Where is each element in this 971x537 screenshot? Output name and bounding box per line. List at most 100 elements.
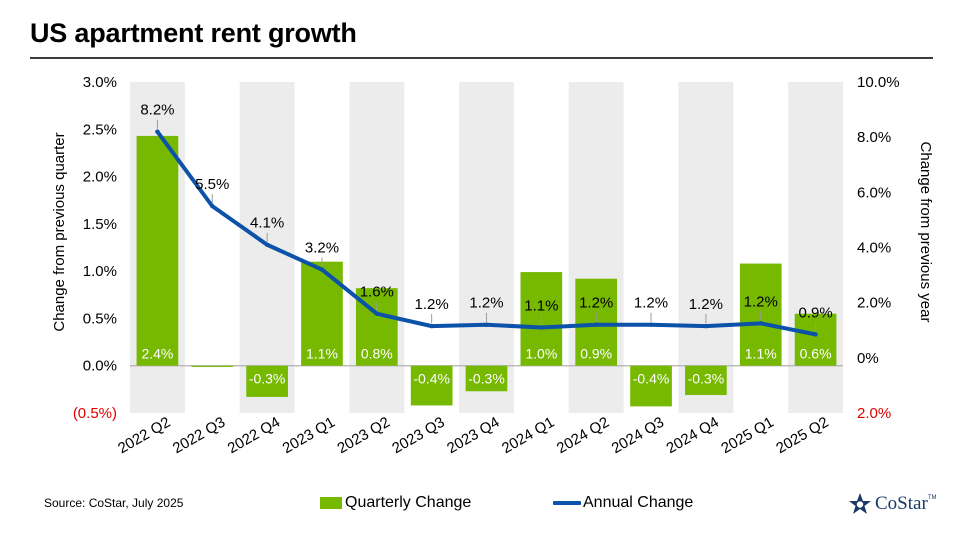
annual-value-label: 3.2% — [305, 240, 339, 257]
annual-value-label: 1.2% — [469, 295, 503, 312]
right-tick-label: 0% — [857, 350, 879, 367]
bar-value-label: -0.3% — [249, 371, 286, 387]
left-tick-label: 2.0% — [83, 169, 117, 186]
annual-value-label: 1.2% — [415, 296, 449, 313]
bar-value-label: 1.1% — [306, 346, 338, 362]
source-note: Source: CoStar, July 2025 — [44, 496, 184, 510]
x-category-label: 2024 Q1 — [499, 414, 557, 457]
bar-value-label: 0.9% — [580, 346, 612, 362]
quarterly-bars — [136, 135, 837, 407]
left-tick-label: 2.5% — [83, 121, 117, 138]
annual-point — [484, 322, 489, 327]
category-band — [239, 82, 295, 413]
annual-value-label: 1.2% — [689, 296, 723, 313]
left-tick-label: (0.5%) — [73, 405, 117, 422]
bar-value-label: -0.3% — [688, 371, 725, 387]
bar-value-label: 0.6% — [800, 346, 832, 362]
bar-value-label: 1.1% — [745, 346, 777, 362]
annual-point — [429, 323, 434, 329]
bar-value-label: -0.4% — [413, 371, 450, 387]
annual-value-label: 1.2% — [634, 295, 668, 312]
legend-line-swatch — [553, 501, 581, 505]
bar-value-label: 0.8% — [361, 346, 393, 362]
bar-value-labels: 2.4% -0.3% 1.1% 0.8% -0.4% -0.3% 1.0% 0.9% -0.4%… — [141, 346, 831, 387]
logo-text: CoStar — [875, 493, 928, 514]
x-category-label: 2023 Q4 — [444, 414, 502, 457]
x-category-label: 2023 Q1 — [280, 414, 338, 457]
annual-point — [155, 129, 160, 134]
quarterly-bar — [630, 365, 672, 407]
left-tick-label: 1.0% — [83, 263, 117, 280]
annual-point — [210, 203, 215, 209]
annual-value-label: 4.1% — [250, 215, 284, 232]
annual-value-label: 1.1% — [524, 297, 558, 314]
x-category-label: 2023 Q3 — [389, 414, 447, 457]
left-tick-label: 0.5% — [83, 310, 117, 327]
x-category-label: 2022 Q2 — [115, 414, 173, 457]
category-band — [459, 82, 514, 413]
costar-star-icon — [849, 493, 871, 514]
annual-point — [648, 322, 654, 327]
x-category-label: 2025 Q1 — [718, 414, 776, 457]
annual-value-label: 1.2% — [744, 293, 778, 310]
right-tick-label: 2.0% — [857, 405, 891, 422]
x-category-label: 2022 Q4 — [225, 414, 283, 457]
quarterly-bar — [246, 365, 288, 397]
quarterly-bar — [410, 365, 453, 406]
bar-value-label: 1.0% — [525, 346, 557, 362]
left-axis-title: Change from previous quarter — [51, 132, 68, 331]
annual-value-label: 1.2% — [579, 295, 613, 312]
annual-value-label: 5.5% — [195, 176, 229, 193]
title-divider — [30, 57, 933, 59]
right-axis-title: Change from previous year — [917, 142, 934, 323]
x-category-label: 2023 Q2 — [334, 414, 392, 457]
right-tick-label: 6.0% — [857, 184, 891, 201]
left-tick-label: 1.5% — [83, 216, 117, 233]
annual-point — [703, 323, 709, 329]
quarterly-bar — [685, 365, 727, 396]
annual-line-group — [155, 129, 818, 337]
annual-value-labels: 8.2% 5.5% 4.1% 3.2% 1.6% 1.2% 1.2% 1.1% 1.2% 1.2%… — [140, 102, 833, 332]
annual-point — [374, 311, 380, 316]
annual-point — [758, 321, 763, 326]
annual-point — [593, 322, 599, 327]
x-category-label: 2024 Q3 — [609, 414, 667, 457]
annual-value-label: 0.9% — [798, 304, 832, 321]
legend-annual-label: Annual Change — [583, 494, 694, 511]
annual-point — [264, 242, 270, 247]
chart-title: US apartment rent growth — [30, 18, 357, 48]
logo-trademark: TM — [927, 495, 937, 501]
quarterly-bar — [794, 313, 837, 366]
legend-quarterly-label: Quarterly Change — [345, 494, 472, 511]
annual-point — [319, 267, 325, 272]
annual-point — [539, 325, 544, 330]
annual-value-label: 1.6% — [360, 284, 394, 301]
right-tick-label: 8.0% — [857, 129, 891, 146]
bar-value-label: -0.3% — [468, 371, 505, 387]
rent-growth-chart: 2.4% -0.3% 1.1% 0.8% -0.4% -0.3% 1.0% 0.9% -0.4%… — [51, 74, 934, 457]
annual-value-label: 8.2% — [140, 102, 174, 119]
right-axis-ticks: 10.0% 8.0% 6.0% 4.0% 2.0% 0% 2.0% — [857, 74, 900, 422]
left-axis-ticks: 3.0% 2.5% 2.0% 1.5% 1.0% 0.5% 0.0% (0.5%) — [73, 74, 117, 422]
quarterly-bar — [465, 365, 508, 392]
costar-logo: CoStar TM — [848, 492, 936, 516]
quarterly-bar — [575, 278, 618, 366]
bar-value-label: -0.4% — [633, 371, 670, 387]
category-band — [678, 82, 734, 413]
category-bands — [130, 82, 843, 413]
quarterly-bar — [191, 365, 234, 367]
left-tick-label: 3.0% — [83, 74, 117, 91]
annual-point — [813, 332, 818, 337]
left-tick-label: 0.0% — [83, 358, 117, 375]
x-category-label: 2022 Q3 — [170, 414, 228, 457]
right-tick-label: 10.0% — [857, 74, 900, 91]
right-tick-label: 2.0% — [857, 295, 891, 312]
x-category-label: 2025 Q2 — [773, 414, 831, 457]
quarterly-bar — [136, 135, 179, 366]
legend-bar-swatch — [320, 497, 342, 509]
right-tick-label: 4.0% — [857, 240, 891, 257]
x-category-label: 2024 Q2 — [554, 414, 612, 457]
x-category-label: 2024 Q4 — [664, 414, 722, 457]
legend-quarterly: Quarterly Change — [320, 494, 471, 512]
